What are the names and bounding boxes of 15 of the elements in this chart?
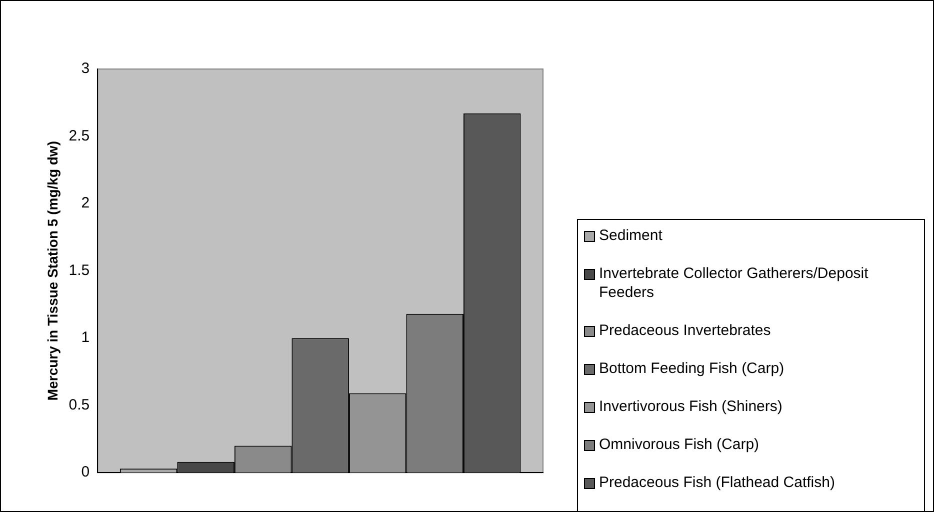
legend-label: Invertebrate Collector Gatherers/Deposit Feeders (599, 264, 870, 302)
y-tick-label: 2.5 (68, 127, 90, 144)
y-tick-label: 1.5 (68, 262, 90, 279)
legend-label: Invertivorous Fish (Shiners) (599, 397, 782, 416)
y-tick-label: 0.5 (68, 396, 90, 414)
y-tick-label: 0 (81, 464, 90, 481)
legend-label: Sediment (599, 226, 662, 245)
y-tick-label: 2 (81, 194, 90, 212)
legend-label: Predaceous Fish (Flathead Catfish) (599, 473, 835, 492)
y-axis-title: Mercury in Tissue Station 5 (mg/kg dw) (44, 141, 60, 401)
y-tick-label: 1 (81, 329, 90, 346)
legend-label: Bottom Feeding Fish (Carp) (599, 359, 784, 378)
legend-label: Predaceous Invertebrates (599, 321, 771, 340)
legend-label: Omnivorous Fish (Carp) (599, 435, 760, 454)
y-tick-label: 3 (81, 60, 90, 78)
